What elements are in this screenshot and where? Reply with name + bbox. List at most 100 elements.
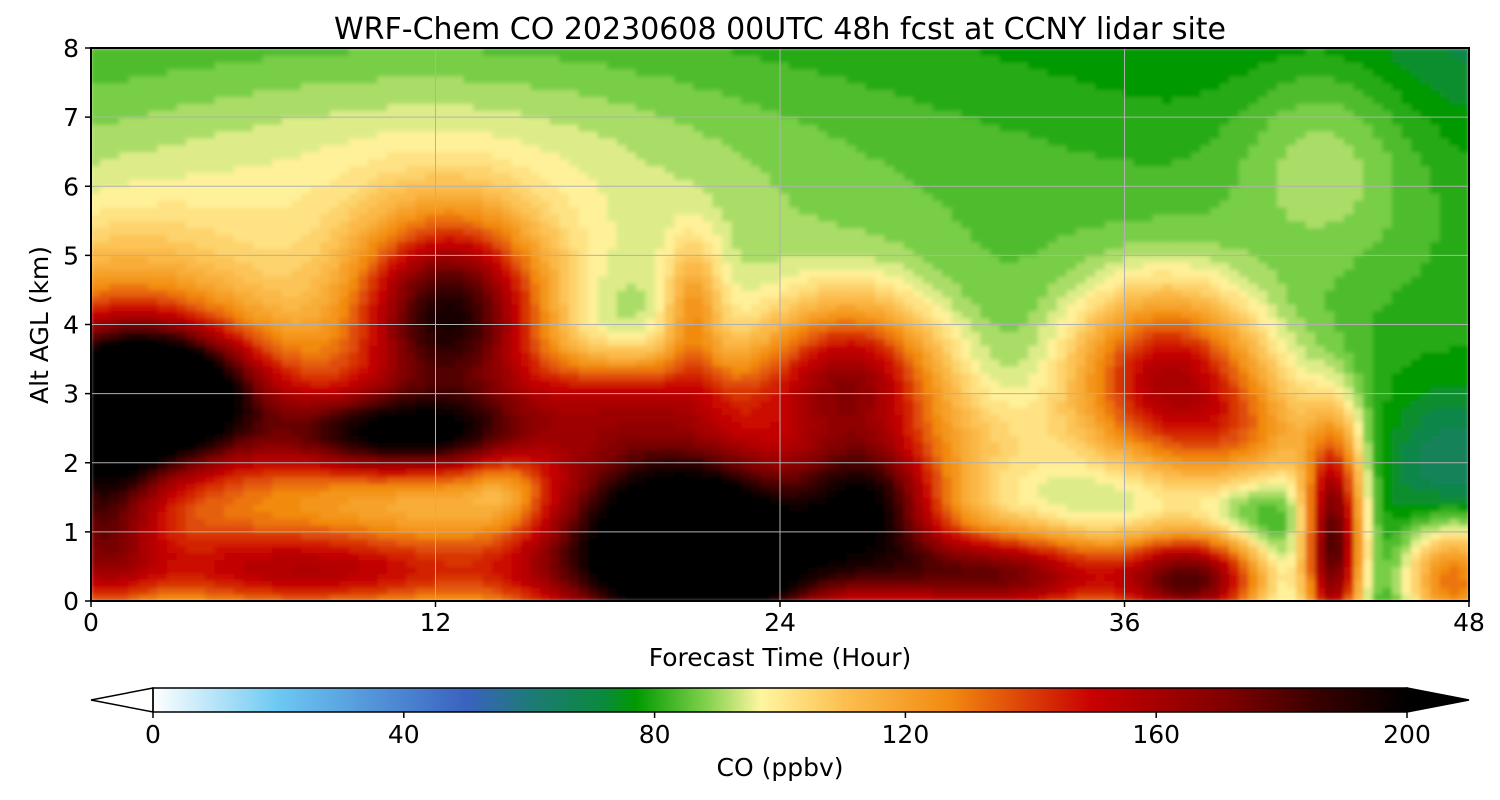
- heatmap-cell: [454, 489, 465, 498]
- heatmap-cell: [674, 344, 685, 353]
- heatmap-cell: [540, 247, 551, 256]
- heatmap-cell: [530, 593, 542, 601]
- heatmap-cell: [377, 379, 389, 388]
- heatmap-cell: [367, 54, 379, 63]
- heatmap-cell: [387, 455, 398, 464]
- heatmap-cell: [253, 365, 264, 374]
- heatmap-cell: [99, 538, 111, 547]
- heatmap-cell: [224, 586, 236, 595]
- heatmap-cell: [224, 206, 236, 215]
- heatmap-cell: [214, 303, 226, 312]
- heatmap-cell: [492, 351, 504, 360]
- heatmap-cell: [626, 164, 638, 174]
- heatmap-cell: [635, 593, 647, 601]
- heatmap-cell: [626, 538, 638, 547]
- heatmap-cell: [253, 158, 264, 167]
- heatmap-cell: [128, 254, 140, 263]
- heatmap-cell: [243, 372, 255, 381]
- heatmap-cell: [176, 351, 188, 360]
- heatmap-cell: [195, 406, 207, 415]
- heatmap-cell: [300, 296, 312, 305]
- heatmap-cell: [186, 164, 197, 174]
- heatmap-cell: [540, 164, 551, 174]
- heatmap-cell: [291, 524, 303, 533]
- heatmap-cell: [635, 109, 647, 118]
- heatmap-cell: [597, 517, 609, 526]
- heatmap-cell: [530, 206, 542, 215]
- heatmap-cell: [224, 399, 236, 409]
- heatmap-cell: [482, 503, 494, 512]
- heatmap-cell: [291, 164, 303, 174]
- heatmap-cell: [482, 351, 494, 360]
- heatmap-cell: [425, 206, 437, 215]
- heatmap-cell: [559, 330, 571, 339]
- heatmap-cell: [205, 475, 216, 485]
- heatmap-cell: [147, 552, 159, 561]
- heatmap-cell: [310, 234, 322, 243]
- heatmap-cell: [406, 469, 417, 478]
- heatmap-cell: [568, 254, 580, 263]
- heatmap-cell: [119, 469, 130, 478]
- heatmap-cell: [568, 151, 580, 160]
- heatmap-cell: [664, 296, 676, 305]
- heatmap-cell: [329, 95, 341, 104]
- heatmap-cell: [233, 503, 245, 512]
- heatmap-cell: [473, 406, 484, 415]
- heatmap-cell: [300, 558, 312, 568]
- heatmap-cell: [626, 406, 638, 415]
- heatmap-cell: [616, 254, 628, 263]
- heatmap-cell: [607, 261, 618, 270]
- heatmap-cell: [358, 337, 370, 346]
- heatmap-cell: [119, 171, 130, 180]
- heatmap-cell: [253, 151, 264, 160]
- heatmap-cell: [109, 524, 121, 533]
- heatmap-cell: [664, 351, 676, 360]
- heatmap-cell: [597, 220, 609, 229]
- heatmap-cell: [597, 379, 609, 388]
- heatmap-cell: [186, 95, 197, 104]
- heatmap-cell: [473, 68, 484, 77]
- heatmap-cell: [281, 213, 293, 222]
- heatmap-cell: [157, 289, 169, 298]
- heatmap-cell: [214, 296, 226, 305]
- heatmap-cell: [157, 310, 169, 319]
- heatmap-cell: [329, 185, 341, 194]
- heatmap-cell: [645, 503, 657, 512]
- heatmap-cell: [176, 372, 188, 381]
- heatmap-cell: [607, 164, 618, 174]
- heatmap-cell: [262, 579, 274, 588]
- heatmap-cell: [415, 254, 427, 263]
- heatmap-cell: [262, 365, 274, 374]
- heatmap-cell: [521, 254, 532, 263]
- heatmap-cell: [473, 213, 484, 222]
- heatmap-cell: [195, 565, 207, 574]
- heatmap-cell: [616, 88, 628, 97]
- heatmap-cell: [540, 68, 551, 77]
- heatmap-cell: [214, 358, 226, 367]
- heatmap-cell: [454, 151, 465, 160]
- heatmap-cell: [224, 386, 236, 395]
- heatmap-cell: [501, 558, 513, 568]
- heatmap-cell: [291, 489, 303, 498]
- heatmap-cell: [339, 54, 350, 63]
- heatmap-cell: [109, 185, 121, 194]
- heatmap-cell: [626, 489, 638, 498]
- heatmap-cell: [176, 448, 188, 457]
- heatmap-cell: [358, 572, 370, 581]
- heatmap-cell: [186, 406, 197, 415]
- heatmap-cell: [597, 413, 609, 422]
- heatmap-cell: [262, 227, 274, 236]
- heatmap-cell: [91, 316, 102, 326]
- heatmap-cell: [310, 116, 322, 125]
- heatmap-cell: [568, 303, 580, 312]
- heatmap-cell: [166, 275, 178, 284]
- heatmap-cell: [281, 254, 293, 263]
- heatmap-cell: [530, 489, 542, 498]
- heatmap-cell: [272, 475, 283, 485]
- heatmap-cell: [511, 420, 523, 429]
- heatmap-cell: [501, 503, 513, 512]
- heatmap-cell: [214, 510, 226, 519]
- heatmap-cell: [291, 448, 303, 457]
- heatmap-cell: [387, 310, 398, 319]
- heatmap-cell: [310, 310, 322, 319]
